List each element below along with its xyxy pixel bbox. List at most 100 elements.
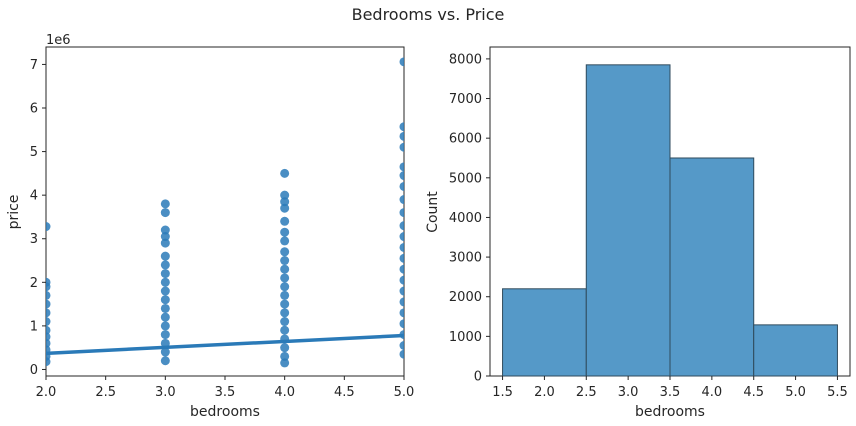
scatter-point xyxy=(46,357,51,367)
histogram-x-tick-label: 2.5 xyxy=(576,385,597,400)
scatter-point xyxy=(399,195,404,205)
histogram-x-axis-label: bedrooms xyxy=(635,404,705,420)
scatter-point xyxy=(160,321,170,331)
scatter-point xyxy=(160,199,170,209)
scatter-y-tick-label: 4 xyxy=(30,189,38,204)
scatter-x-axis-label: bedrooms xyxy=(190,404,260,420)
histogram-y-tick-label: 6000 xyxy=(449,132,482,147)
scatter-point xyxy=(399,208,404,218)
scatter-x-tick-label: 2.5 xyxy=(95,385,116,400)
scatter-point xyxy=(160,295,170,305)
scatter-x-tick-label: 3.5 xyxy=(215,385,236,400)
scatter-point xyxy=(399,162,404,172)
scatter-point xyxy=(160,232,170,242)
scatter-point xyxy=(160,286,170,296)
scatter-y-tick-label: 3 xyxy=(30,232,38,247)
scatter-point xyxy=(399,340,404,350)
histogram-x-tick-label: 1.5 xyxy=(492,385,513,400)
scatter-point xyxy=(280,299,290,309)
scatter-point xyxy=(399,171,404,181)
scatter-point xyxy=(399,142,404,152)
scatter-point xyxy=(399,286,404,296)
scatter-point xyxy=(46,299,51,309)
scatter-point xyxy=(399,275,404,285)
scatter-point xyxy=(399,131,404,141)
histogram-x-tick-label: 5.0 xyxy=(785,385,806,400)
scatter-point xyxy=(160,260,170,270)
histogram-bar xyxy=(502,288,587,377)
scatter-point xyxy=(280,236,290,246)
scatter-point xyxy=(160,208,170,218)
scatter-x-tick-label: 4.0 xyxy=(274,385,295,400)
scatter-point xyxy=(280,227,290,237)
histogram-bar xyxy=(753,324,838,377)
scatter-point xyxy=(280,247,290,257)
scatter-point xyxy=(160,238,170,248)
scatter-point xyxy=(399,349,404,359)
scatter-y-tick-label: 5 xyxy=(30,145,38,160)
scatter-point xyxy=(399,221,404,231)
scatter-point xyxy=(160,251,170,261)
scatter-y-axis-label: price xyxy=(6,195,22,230)
scatter-points xyxy=(46,57,404,368)
scatter-point xyxy=(280,343,290,353)
scatter-point xyxy=(280,282,290,292)
scatter-point xyxy=(280,358,290,368)
scatter-point xyxy=(46,222,51,232)
scatter-x-tick-label: 5.0 xyxy=(394,385,415,400)
histogram-y-tick-label: 8000 xyxy=(449,52,482,67)
regression-line xyxy=(45,333,405,356)
histogram-bar xyxy=(669,157,755,377)
histogram-y-tick-label: 7000 xyxy=(449,92,482,107)
histogram-x-tick-label: 2.0 xyxy=(534,385,555,400)
histogram-y-tick-label: 5000 xyxy=(449,171,482,186)
histogram-y-tick-label: 2000 xyxy=(449,290,482,305)
histogram-x-tick-label: 3.0 xyxy=(618,385,639,400)
scatter-point xyxy=(280,216,290,226)
scatter-y-tick-label: 2 xyxy=(30,276,38,291)
scatter-y-tick-label: 7 xyxy=(30,58,38,73)
scatter-point xyxy=(399,297,404,307)
scatter-point xyxy=(160,303,170,313)
scatter-point xyxy=(399,308,404,318)
scatter-point xyxy=(280,290,290,300)
scatter-x-tick-label: 2.0 xyxy=(36,385,57,400)
scatter-point xyxy=(280,308,290,318)
scatter-point xyxy=(46,317,51,327)
scatter-y-tick-label: 6 xyxy=(30,102,38,117)
histogram-bars xyxy=(502,64,838,377)
scatter-point xyxy=(399,242,404,252)
scatter-point xyxy=(280,256,290,266)
scatter-x-tick-label: 4.5 xyxy=(334,385,355,400)
scatter-point xyxy=(280,351,290,361)
scatter-point xyxy=(46,290,51,300)
scatter-point xyxy=(280,190,290,200)
scatter-point xyxy=(280,317,290,327)
scatter-point xyxy=(160,277,170,287)
scatter-point xyxy=(160,356,170,366)
scatter-x-tick-label: 3.0 xyxy=(155,385,176,400)
scatter-point xyxy=(46,282,51,292)
scatter-point xyxy=(280,168,290,178)
histogram-x-tick-label: 4.0 xyxy=(702,385,723,400)
histogram-y-tick-label: 3000 xyxy=(449,251,482,266)
histogram-x-tick-label: 5.5 xyxy=(827,385,848,400)
scatter-y-tick-label: 1 xyxy=(30,319,38,334)
histogram-panel: 1.5 2.0 2.5 3.0 3.5 4.0 4.5 5.0 5.5 0 1000 2000 300… xyxy=(425,46,851,420)
scatter-point xyxy=(399,181,404,191)
scatter-point xyxy=(399,122,404,132)
scatter-point xyxy=(399,264,404,274)
histogram-bar xyxy=(585,64,671,377)
scatter-point xyxy=(399,319,404,329)
scatter-point xyxy=(160,225,170,235)
scatter-y-tick-label: 0 xyxy=(30,363,38,378)
scatter-point xyxy=(399,57,404,67)
scatter-point xyxy=(280,203,290,213)
scatter-point xyxy=(46,308,51,318)
scatter-point xyxy=(160,330,170,340)
scatter-point xyxy=(280,325,290,335)
scatter-panel: 2.0 2.5 3.0 3.5 4.0 4.5 5.0 0 1 2 3 4 5 6 7 1e6 bedro… xyxy=(6,33,414,420)
scatter-point xyxy=(160,347,170,357)
scatter-axes-frame xyxy=(45,46,405,377)
